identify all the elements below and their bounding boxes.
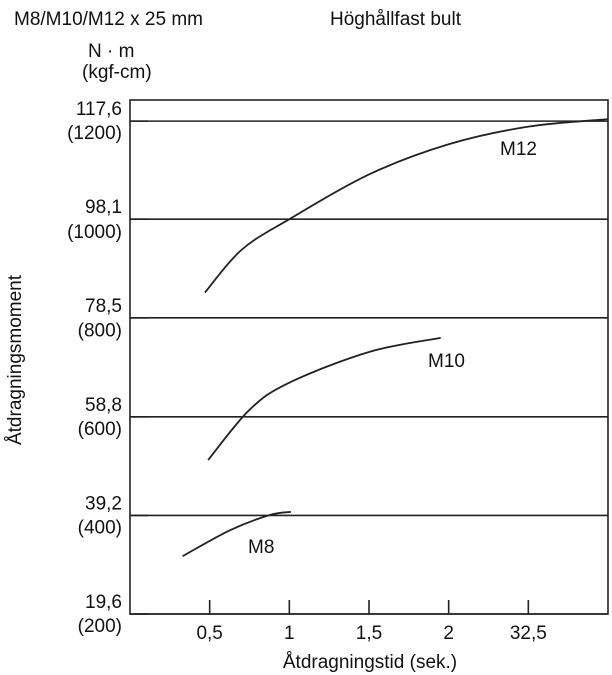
y2-tick-label: (200) — [78, 616, 122, 637]
series-line — [182, 511, 292, 557]
x-tick-label: 1 — [284, 623, 295, 644]
y2-unit: (kgf-cm) — [82, 62, 152, 83]
series-line — [207, 337, 441, 461]
y-axis-label: Åtdragningsmoment — [5, 274, 26, 445]
y-tick-label: 58,8 — [85, 395, 122, 416]
chart-subtitle: Höghållfast bult — [330, 9, 462, 30]
x-tick-label: 2 — [443, 623, 454, 644]
series-label: M10 — [428, 351, 465, 372]
series-line — [204, 118, 609, 294]
y-tick-label: 117,6 — [76, 99, 122, 120]
x-tick-label: 1,5 — [356, 623, 382, 644]
chart-title: M8/M10/M12 x 25 mm — [14, 9, 203, 30]
y-tick-label: 19,6 — [85, 592, 122, 613]
y-tick-label: 78,5 — [85, 296, 122, 317]
y-tick-label: 39,2 — [85, 493, 122, 514]
y2-tick-label: (1200) — [67, 123, 122, 144]
x-tick-label: 0,5 — [196, 623, 222, 644]
x-tick-label: 32,5 — [510, 623, 547, 644]
x-axis-label: Åtdragningstid (sek.) — [283, 652, 457, 673]
y-tick-label: 98,1 — [85, 197, 122, 218]
series-label: M8 — [248, 537, 274, 558]
series-label: M12 — [500, 139, 537, 160]
y2-tick-label: (400) — [78, 517, 122, 538]
y2-tick-label: (600) — [78, 419, 122, 440]
plot-frame — [129, 99, 609, 615]
y2-tick-label: (1000) — [67, 222, 122, 243]
y-unit: N · m — [88, 41, 134, 62]
y2-tick-label: (800) — [78, 320, 122, 341]
